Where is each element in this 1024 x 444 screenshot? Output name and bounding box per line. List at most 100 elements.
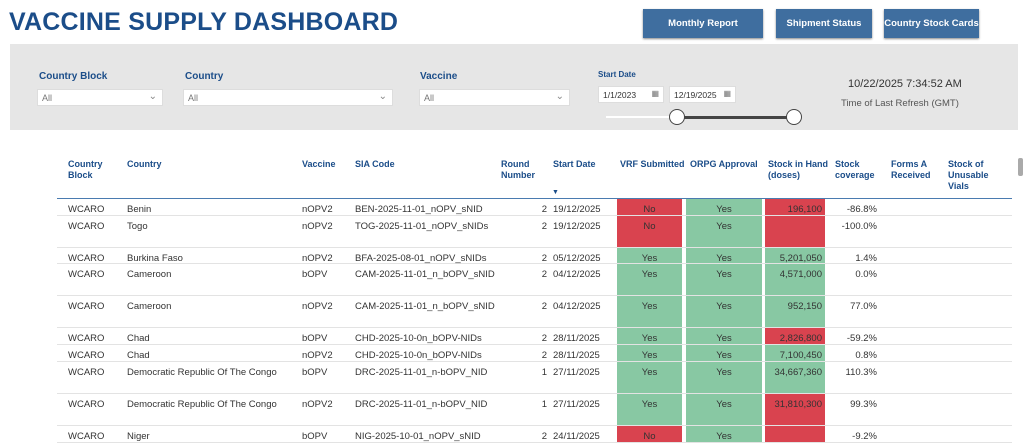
cell-stock: 5,201,050	[765, 248, 825, 263]
country-dropdown[interactable]: All⌄	[183, 89, 393, 106]
cell-vaccine: nOPV2	[302, 345, 333, 361]
cell-round: 1	[497, 394, 547, 425]
cell-vaccine: bOPV	[302, 362, 327, 393]
column-header[interactable]: SIA Code	[355, 159, 455, 170]
cell-country: Burkina Faso	[127, 248, 183, 263]
table-row[interactable]: WCAROCameroonbOPVCAM-2025-11-01_n_bOPV_s…	[57, 264, 1012, 296]
cell-country: Cameroon	[127, 264, 171, 295]
start-date-to-input[interactable]: 12/19/2025▦	[669, 86, 736, 103]
cell-date: 04/12/2025	[553, 264, 601, 295]
table-row[interactable]: WCAROChadnOPV2CHD-2025-10-0n_bOPV-NIDs22…	[57, 345, 1012, 362]
column-header[interactable]: VRF Submitted	[620, 159, 690, 170]
column-header[interactable]: Stock coverage	[835, 159, 885, 181]
table-row[interactable]: WCARO Benin nOPV2 BEN-2025-11-01_nOPV_sNID2…	[57, 199, 1012, 216]
cell-stock: 196,100	[765, 199, 825, 215]
chevron-down-icon: ⌄	[556, 91, 564, 102]
chevron-down-icon: ⌄	[149, 91, 157, 102]
vertical-scrollbar[interactable]	[1018, 158, 1023, 176]
vaccine-dropdown[interactable]: All ⌄	[419, 89, 570, 106]
last-refresh-time: 10/22/2025 7:34:52 AM	[848, 78, 962, 90]
country-block-dropdown[interactable]: All ⌄	[37, 89, 163, 106]
country-block-label: Country Block	[39, 71, 107, 82]
table-row[interactable]: WCAROBurkina FasonOPV2BFA-2025-08-01_nOP…	[57, 248, 1012, 264]
cell-round: 2	[497, 328, 547, 344]
cell-orpg: Yes	[686, 216, 762, 247]
cell-sia: DRC-2025-11-01_n-bOPV_NID	[355, 362, 505, 393]
cell-vaccine: nOPV2	[302, 394, 333, 425]
cell-date: 27/11/2025	[553, 394, 600, 425]
shipment-status-button[interactable]: Shipment Status	[776, 9, 872, 38]
country-stock-cards-button[interactable]: Country Stock Cards	[884, 9, 979, 38]
column-header[interactable]: Vaccine	[302, 159, 352, 170]
date-slider-range	[678, 116, 794, 119]
cell-block: WCARO	[68, 248, 104, 263]
cell-date: 28/11/2025	[553, 328, 600, 344]
cell-date: 19/12/2025	[553, 216, 601, 247]
table-row[interactable]: WCARONigerbOPVNIG-2025-10-01_nOPV_sNID22…	[57, 426, 1012, 443]
cell-country: Chad	[127, 328, 150, 344]
cell-date: 05/12/2025	[553, 248, 601, 263]
sort-descending-icon[interactable]: ▼	[552, 189, 559, 196]
cell-vaccine: bOPV	[302, 328, 327, 344]
calendar-icon[interactable]: ▦	[723, 89, 731, 98]
cell-vrf: Yes	[617, 296, 682, 327]
vaccine-label: Vaccine	[420, 71, 457, 82]
cell-block: WCARO	[68, 199, 104, 215]
monthly-report-button[interactable]: Monthly Report	[643, 9, 763, 38]
cell-vrf: No	[617, 199, 682, 215]
date-slider-track[interactable]	[606, 116, 678, 118]
cell-block: WCARO	[68, 345, 104, 361]
cell-vaccine: nOPV2	[302, 199, 333, 215]
dropdown-value: All	[424, 93, 434, 103]
page-title: VACCINE SUPPLY DASHBOARD	[9, 8, 398, 37]
table-row[interactable]: WCAROCameroonnOPV2CAM-2025-11-01_n_bOPV_…	[57, 296, 1012, 328]
cell-block: WCARO	[68, 216, 104, 247]
cell-orpg: Yes	[686, 345, 762, 361]
column-header[interactable]: ORPG Approval	[690, 159, 760, 170]
cell-date: 28/11/2025	[553, 345, 600, 361]
table-row[interactable]: WCARODemocratic Republic Of The CongonOP…	[57, 394, 1012, 426]
cell-sia: CAM-2025-11-01_n_bOPV_sNID	[355, 296, 505, 327]
cell-vaccine: nOPV2	[302, 216, 333, 247]
cell-coverage: -86.8%	[827, 199, 877, 215]
cell-country: Benin	[127, 199, 151, 215]
cell-vrf: No	[617, 216, 682, 247]
calendar-icon[interactable]: ▦	[651, 89, 659, 98]
cell-orpg: Yes	[686, 296, 762, 327]
cell-sia: DRC-2025-11-01_n-bOPV_NID	[355, 394, 505, 425]
cell-block: WCARO	[68, 328, 104, 344]
cell-sia: BEN-2025-11-01_nOPV_sNID	[355, 199, 505, 215]
cell-block: WCARO	[68, 264, 104, 295]
table-row[interactable]: WCARODemocratic Republic Of The CongobOP…	[57, 362, 1012, 394]
cell-stock: 34,667,360	[765, 362, 825, 393]
date-slider-start-handle[interactable]	[669, 109, 685, 125]
column-header[interactable]: Country Block	[68, 159, 118, 181]
column-header[interactable]: Forms A Received	[891, 159, 941, 181]
cell-coverage: 0.0%	[827, 264, 877, 295]
cell-coverage: 0.8%	[827, 345, 877, 361]
table-row[interactable]: WCARO Chad bOPV CHD-2025-10-0n_bOPV-NIDs2 28…	[57, 328, 1012, 345]
cell-sia: CHD-2025-10-0n_bOPV-NIDs	[355, 328, 505, 344]
cell-date: 27/11/2025	[553, 362, 600, 393]
column-header[interactable]: Stock in Hand (doses)	[768, 159, 830, 181]
cell-block: WCARO	[68, 362, 104, 393]
cell-date: 19/12/2025	[553, 199, 601, 215]
cell-round: 2	[497, 199, 547, 215]
cell-sia: CHD-2025-10-0n_bOPV-NIDs	[355, 345, 505, 361]
cell-round: 2	[497, 264, 547, 295]
cell-round: 2	[497, 216, 547, 247]
cell-vrf: Yes	[617, 362, 682, 393]
cell-coverage: 110.3%	[827, 362, 877, 393]
date-slider-end-handle[interactable]	[786, 109, 802, 125]
cell-vrf: Yes	[617, 345, 682, 361]
cell-round: 1	[497, 362, 547, 393]
dropdown-value: All	[42, 93, 52, 103]
table-row[interactable]: WCAROTogonOPV2TOG-2025-11-01_nOPV_sNIDs2…	[57, 216, 1012, 248]
column-header[interactable]: Start Date	[553, 159, 613, 170]
start-date-from-input[interactable]: 1/1/2023▦	[598, 86, 664, 103]
column-header[interactable]: Country	[127, 159, 227, 170]
cell-coverage: -59.2%	[827, 328, 877, 344]
column-header[interactable]: Stock of Unusable Vials	[948, 159, 1003, 192]
cell-stock: 7,100,450	[765, 345, 825, 361]
column-header[interactable]: Round Number	[501, 159, 541, 181]
